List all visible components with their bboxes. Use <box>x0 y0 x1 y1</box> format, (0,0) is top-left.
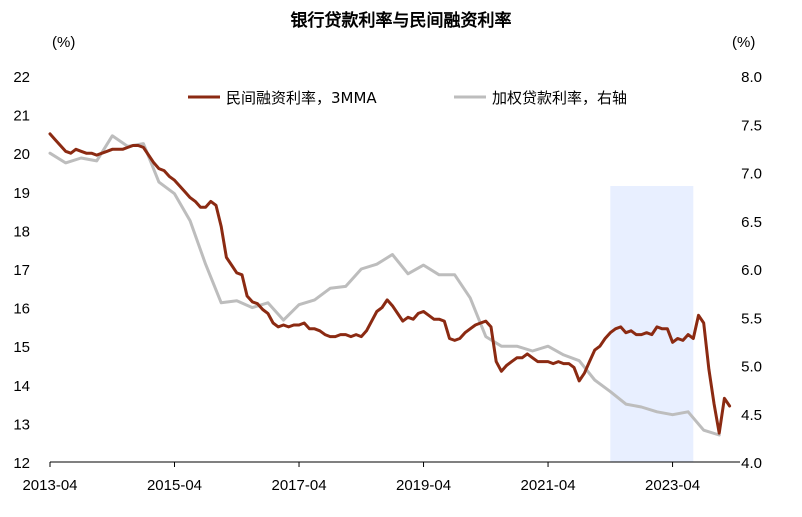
y-left-tick-label: 20 <box>13 146 30 163</box>
y-right-tick-label: 5.0 <box>741 359 762 376</box>
x-tick-label: 2013-04 <box>22 477 77 494</box>
series-layer <box>48 132 732 437</box>
right-unit-label: (%) <box>732 34 755 51</box>
y-right-tick-label: 6.0 <box>741 262 762 279</box>
y-left-tick-label: 19 <box>13 185 30 202</box>
y-left-tick-label: 12 <box>13 455 30 472</box>
y-right-tick-label: 5.5 <box>741 310 762 327</box>
x-tick-label: 2019-04 <box>396 477 451 494</box>
y-left-tick-label: 13 <box>13 416 30 433</box>
y-left-ticks: 12 13 14 15 16 17 18 19 20 21 22 <box>13 69 30 472</box>
y-left-tick-label: 15 <box>13 339 30 356</box>
y-left-tick-label: 21 <box>13 108 30 125</box>
x-tick-label: 2021-04 <box>521 477 576 494</box>
y-left-tick-label: 14 <box>13 378 30 395</box>
legend-label: 民间融资利率，3MMA <box>226 89 377 107</box>
y-right-tick-label: 6.5 <box>741 214 762 231</box>
y-right-tick-label: 7.5 <box>741 117 762 134</box>
x-ticks: 2013-04 2015-04 2017-04 2019-04 2021-04 2023-… <box>22 462 700 494</box>
y-right-tick-label: 4.0 <box>741 455 762 472</box>
y-left-tick-label: 22 <box>13 69 30 86</box>
y-right-tick-label: 4.5 <box>741 407 762 424</box>
x-tick-label: 2023-04 <box>645 477 700 494</box>
y-left-tick-label: 18 <box>13 223 30 240</box>
y-left-tick-label: 16 <box>13 301 30 318</box>
y-right-tick-label: 7.0 <box>741 166 762 183</box>
series-line-2 <box>48 134 721 437</box>
y-left-tick-label: 17 <box>13 262 30 279</box>
x-tick-label: 2017-04 <box>271 477 326 494</box>
plot-area: 2013-04 2015-04 2017-04 2019-04 2021-04 2023-… <box>13 69 762 494</box>
legend: 民间融资利率，3MMA 加权贷款利率，右轴 <box>188 89 627 107</box>
shaded-region <box>610 186 694 462</box>
y-right-ticks: 4.0 4.5 5.0 5.5 6.0 6.5 7.0 7.5 8.0 <box>741 69 762 472</box>
legend-label: 加权贷款利率，右轴 <box>492 89 627 107</box>
y-right-tick-label: 8.0 <box>741 69 762 86</box>
left-unit-label: (%) <box>52 34 75 51</box>
x-tick-label: 2015-04 <box>147 477 202 494</box>
series-line-1 <box>48 132 732 435</box>
chart-title: 银行贷款利率与民间融资利率 <box>291 10 512 31</box>
